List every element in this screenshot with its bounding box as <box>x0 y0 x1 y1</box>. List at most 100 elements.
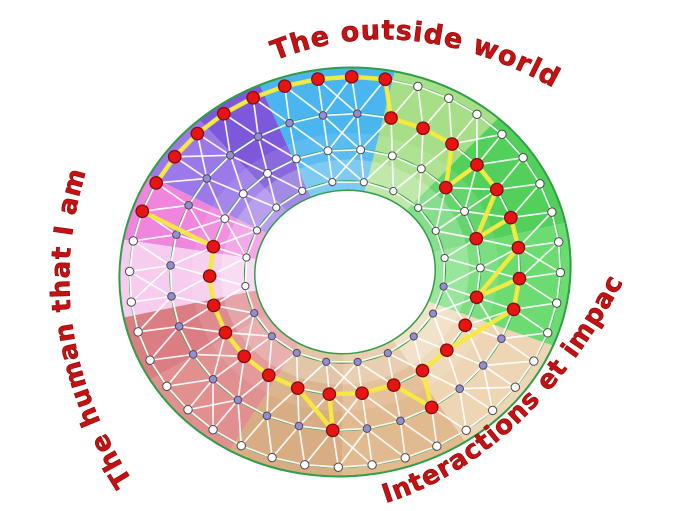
mesh-line <box>223 192 245 220</box>
violet-node <box>250 309 259 318</box>
mesh-line <box>187 378 214 411</box>
red-node <box>311 72 325 86</box>
sector-cyan <box>259 67 395 198</box>
mesh-line <box>266 414 273 459</box>
mesh-line <box>479 246 520 269</box>
mesh-line <box>356 352 389 363</box>
mesh-line <box>356 361 395 386</box>
mesh-line <box>464 324 485 367</box>
label-human-that-i-am: The human that I am <box>46 165 138 493</box>
mesh-line <box>327 149 334 183</box>
white-node <box>359 178 368 187</box>
mesh-line <box>222 112 260 138</box>
mesh-line <box>458 387 468 432</box>
white-node <box>333 462 344 472</box>
white-node <box>497 129 507 140</box>
red-node <box>167 149 182 164</box>
red-node <box>438 180 453 195</box>
outer-edge <box>118 66 572 478</box>
mesh-line <box>501 133 524 159</box>
mesh-line <box>442 257 446 288</box>
mesh-line <box>256 206 278 232</box>
mesh-line <box>442 267 482 288</box>
violet-node <box>188 350 198 359</box>
mesh-line <box>229 154 269 175</box>
mesh-line <box>283 85 324 117</box>
violet-node <box>208 374 218 384</box>
mesh-line <box>222 112 232 157</box>
mesh-line <box>205 177 245 195</box>
red-node <box>218 325 233 340</box>
mesh-line <box>444 186 498 191</box>
red-node <box>469 290 484 305</box>
violet-node <box>318 111 328 120</box>
violet-node <box>166 261 175 270</box>
mesh-line <box>192 353 214 381</box>
violet-node <box>497 334 506 343</box>
mesh-line <box>298 425 306 466</box>
sector-green <box>406 118 566 253</box>
violet-node <box>233 395 243 405</box>
white-node <box>145 355 155 365</box>
mesh-line <box>391 155 395 192</box>
mesh-line <box>130 301 139 333</box>
white-node <box>553 237 564 247</box>
mesh-line <box>132 240 172 267</box>
mesh-line <box>517 211 553 249</box>
red-node <box>489 182 504 197</box>
mesh-line <box>359 148 365 184</box>
mesh-line <box>128 240 135 273</box>
red-node <box>277 79 292 94</box>
mesh-line <box>546 302 558 334</box>
mesh-line <box>512 308 549 334</box>
red-node <box>512 271 527 286</box>
mesh-line <box>391 155 423 170</box>
mesh-line <box>187 204 215 248</box>
mesh-line <box>434 230 478 240</box>
mesh-line <box>434 230 446 259</box>
mesh-line <box>237 399 268 417</box>
red-node <box>445 137 459 151</box>
red-node <box>470 157 484 172</box>
white-node <box>291 154 301 164</box>
mesh-line <box>187 399 239 411</box>
white-node <box>133 327 143 337</box>
mesh-line <box>149 353 195 362</box>
violet-node <box>362 424 372 433</box>
white-node <box>242 253 251 262</box>
mesh-line <box>244 285 256 314</box>
mesh-line <box>242 172 269 195</box>
mesh-line <box>359 148 394 157</box>
sector-salmon <box>150 315 299 451</box>
mesh-line <box>465 409 494 432</box>
mesh-line <box>229 135 260 157</box>
mesh-line <box>288 122 329 152</box>
mesh-line <box>359 117 392 151</box>
violet-node <box>478 361 488 370</box>
white-node <box>298 186 307 195</box>
red-node <box>458 318 473 333</box>
mesh-line <box>356 78 387 115</box>
mesh-line <box>331 181 365 184</box>
mesh-line <box>482 360 535 367</box>
mesh-line <box>166 385 189 411</box>
mesh-line <box>266 158 298 175</box>
red-node <box>290 381 305 395</box>
mesh-line <box>430 406 468 432</box>
red-node <box>511 240 526 255</box>
mesh-line <box>327 112 359 152</box>
ring-nodes <box>124 81 566 472</box>
mesh-line <box>482 364 494 412</box>
white-node <box>162 381 172 392</box>
violet-node <box>292 348 301 358</box>
white-node <box>551 298 562 308</box>
mesh-line <box>482 364 517 389</box>
white-node <box>475 263 485 273</box>
violet-node <box>254 132 263 141</box>
sector-light-pink <box>119 239 257 318</box>
white-node <box>328 177 337 187</box>
mesh-line <box>169 245 215 267</box>
violet-node <box>226 151 235 160</box>
